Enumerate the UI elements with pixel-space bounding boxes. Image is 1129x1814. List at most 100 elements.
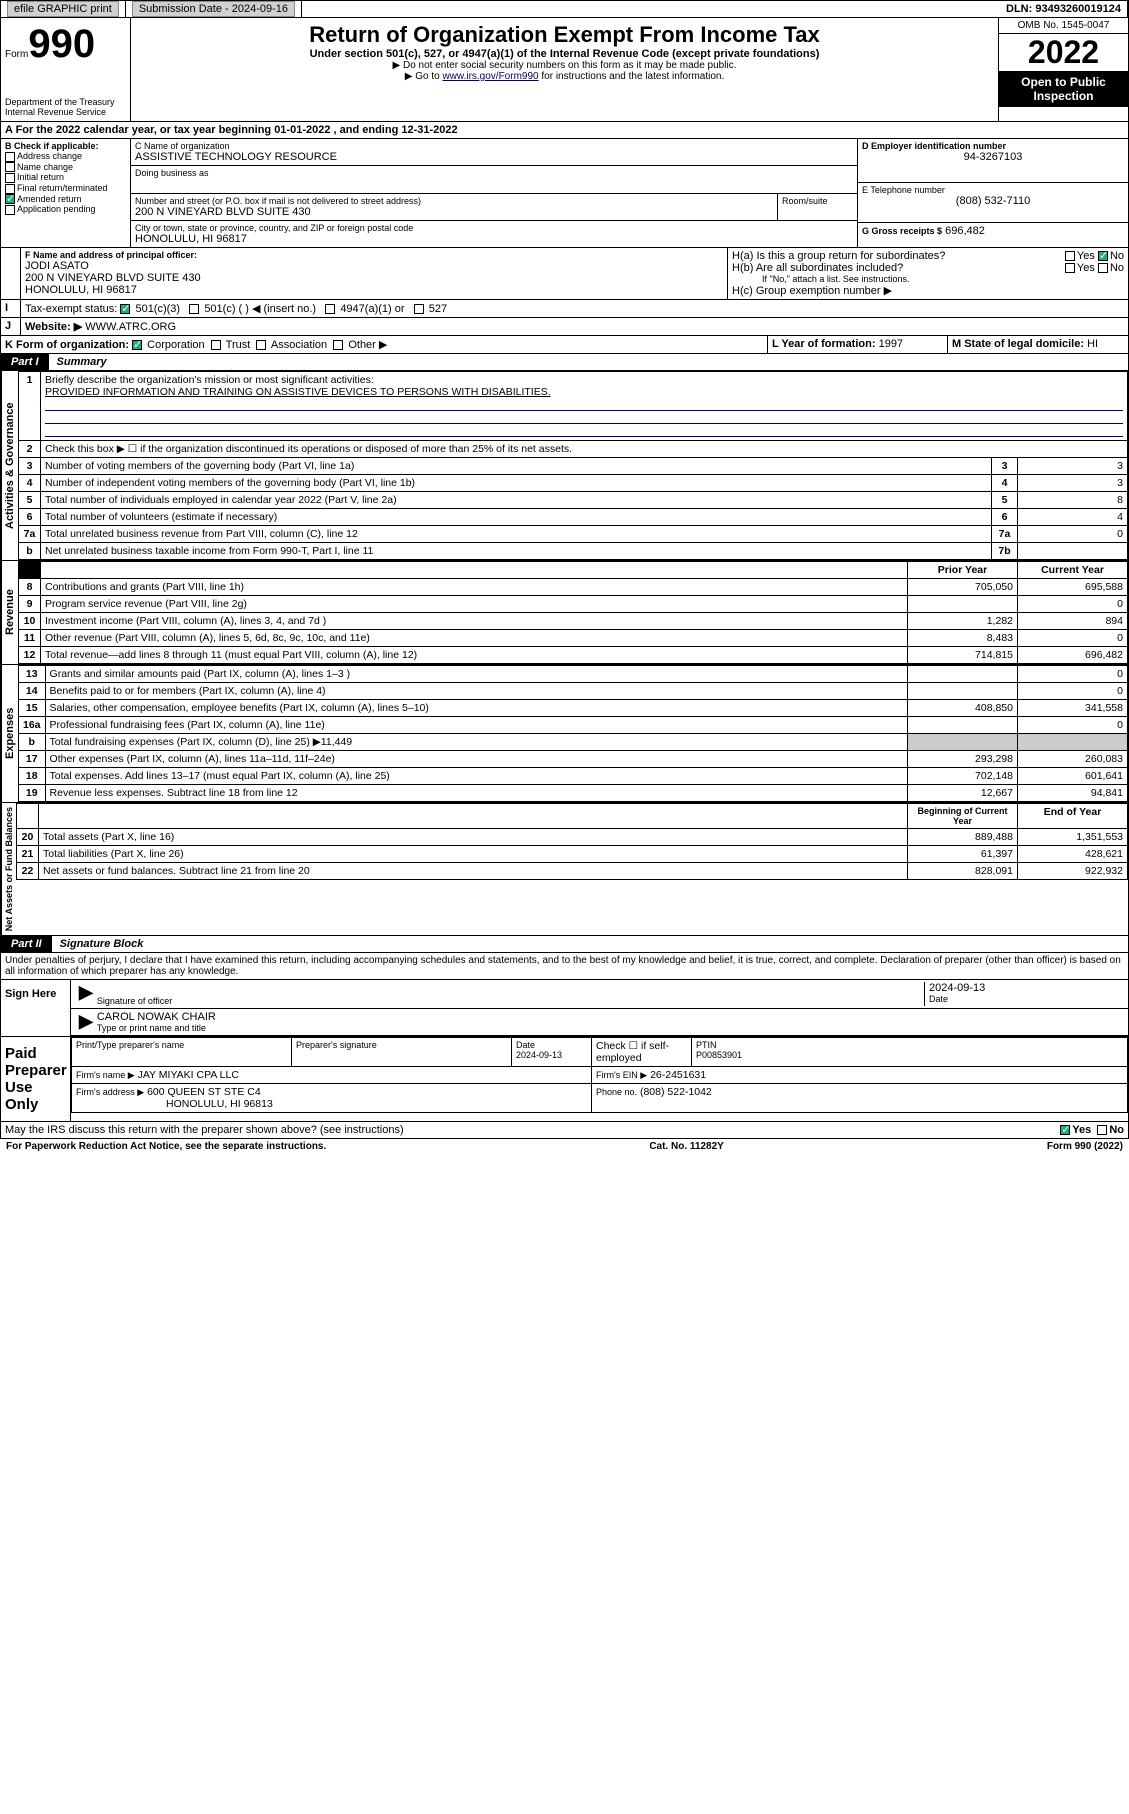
i-label: Tax-exempt status: <box>25 303 117 315</box>
domicile: HI <box>1087 338 1098 350</box>
name-label: Type or print name and title <box>97 1023 1124 1033</box>
cb-discuss-yes[interactable] <box>1060 1125 1070 1135</box>
paid-label: Paid Preparer Use Only <box>1 1037 71 1121</box>
city-label: City or town, state or province, country… <box>135 223 853 233</box>
expenses-section: Expenses 13Grants and similar amounts pa… <box>0 665 1129 803</box>
d-label: D Employer identification number <box>862 141 1124 151</box>
cb-trust[interactable] <box>211 340 221 350</box>
cb-527[interactable] <box>414 304 424 314</box>
cb-hb-yes[interactable] <box>1065 263 1075 273</box>
firm-ein-label: Firm's EIN ▶ <box>596 1070 647 1080</box>
b-header: B Check if applicable: <box>5 141 126 151</box>
firm-phone-label: Phone no. <box>596 1087 637 1097</box>
ptin-label: PTIN <box>696 1040 1123 1050</box>
m-label: M State of legal domicile: <box>952 338 1084 350</box>
sign-here-label: Sign Here <box>1 980 71 1036</box>
dln: DLN: 93493260019124 <box>1000 1 1128 17</box>
inspection-label: Open to Public Inspection <box>999 71 1128 107</box>
firm-phone: (808) 522-1042 <box>640 1086 712 1098</box>
cb-4947[interactable] <box>325 304 335 314</box>
c-label: C Name of organization <box>135 141 853 151</box>
phone: (808) 532-7110 <box>862 195 1124 207</box>
hb-label: H(b) Are all subordinates included? <box>732 262 903 274</box>
officer-city: HONOLULU, HI 96817 <box>25 284 723 296</box>
year-formation: 1997 <box>879 338 903 350</box>
cb-ha-no[interactable] <box>1098 251 1108 261</box>
sign-arrow-icon: ▶ <box>75 982 97 1006</box>
discuss-q: May the IRS discuss this return with the… <box>5 1124 404 1136</box>
paid-preparer-section: Paid Preparer Use Only Print/Type prepar… <box>0 1037 1129 1122</box>
org-address: 200 N VINEYARD BLVD SUITE 430 <box>135 206 773 218</box>
form-number: 990 <box>28 22 95 66</box>
tax-year: 2022 <box>999 34 1128 71</box>
firm-addr: 600 QUEEN ST STE C4 <box>147 1086 261 1098</box>
revenue-section: Revenue Prior YearCurrent Year 8Contribu… <box>0 561 1129 665</box>
part2-tag: Part II <box>1 936 52 952</box>
beg-year-hdr: Beginning of Current Year <box>908 804 1018 829</box>
net-label: Net Assets or Fund Balances <box>1 803 16 935</box>
irs-link[interactable]: www.irs.gov/Form990 <box>442 71 538 82</box>
footer: For Paperwork Reduction Act Notice, see … <box>0 1139 1129 1154</box>
governance-section: Activities & Governance 1 Briefly descri… <box>0 371 1129 561</box>
firm-name: JAY MIYAKI CPA LLC <box>138 1069 239 1081</box>
part1-title: Summary <box>49 354 115 370</box>
ptin: P00853901 <box>696 1050 1123 1060</box>
hb-note: If "No," attach a list. See instructions… <box>732 274 1124 284</box>
cb-discuss-no[interactable] <box>1097 1125 1107 1135</box>
efile-btn[interactable]: efile GRAPHIC print <box>7 1 119 17</box>
omb-number: OMB No. 1545-0047 <box>999 18 1128 34</box>
cb-address[interactable] <box>5 152 15 162</box>
f-label: F Name and address of principal officer: <box>25 250 723 260</box>
part2-title: Signature Block <box>52 936 152 952</box>
firm-name-label: Firm's name ▶ <box>76 1070 135 1080</box>
irs-label: Internal Revenue Service <box>5 107 126 117</box>
sign-date: 2024-09-13 <box>929 982 1124 994</box>
prior-year-hdr: Prior Year <box>908 562 1018 579</box>
name-arrow-icon: ▶ <box>75 1011 97 1033</box>
mission-label: Briefly describe the organization's miss… <box>45 374 1123 386</box>
cb-other[interactable] <box>333 340 343 350</box>
firm-ein: 26-2451631 <box>650 1069 706 1081</box>
j-label: Website: ▶ <box>25 321 82 333</box>
officer-name-title: CAROL NOWAK CHAIR <box>97 1011 1124 1023</box>
cb-hb-no[interactable] <box>1098 263 1108 273</box>
cb-501c[interactable] <box>189 304 199 314</box>
prep-sig-label: Preparer's signature <box>296 1040 507 1050</box>
cb-assoc[interactable] <box>256 340 266 350</box>
goto-prefix: ▶ Go to <box>405 71 440 82</box>
cb-name[interactable] <box>5 162 15 172</box>
room-label: Room/suite <box>782 196 853 206</box>
prep-date-label: Date <box>516 1040 587 1050</box>
website: WWW.ATRC.ORG <box>85 321 176 333</box>
firm-addr-label: Firm's address ▶ <box>76 1087 144 1097</box>
netassets-section: Net Assets or Fund Balances Beginning of… <box>0 803 1129 936</box>
form-header: Form990 Department of the Treasury Inter… <box>0 18 1129 122</box>
self-emp-label: Check ☐ if self-employed <box>592 1038 692 1067</box>
rev-label: Revenue <box>1 561 18 664</box>
gov-label: Activities & Governance <box>1 371 18 560</box>
cb-501c3[interactable] <box>120 304 130 314</box>
form-title: Return of Organization Exempt From Incom… <box>135 22 994 48</box>
exp-label: Expenses <box>1 665 18 802</box>
addr-label: Number and street (or P.O. box if mail i… <box>135 196 773 206</box>
gross-receipts: 696,482 <box>945 225 985 237</box>
mission-text: PROVIDED INFORMATION AND TRAINING ON ASS… <box>45 386 1123 398</box>
cb-initial[interactable] <box>5 173 15 183</box>
ha-label: H(a) Is this a group return for subordin… <box>732 250 945 262</box>
cb-ha-yes[interactable] <box>1065 251 1075 261</box>
cb-pending[interactable] <box>5 205 15 215</box>
cb-amended[interactable] <box>5 194 15 204</box>
cb-corp[interactable] <box>132 340 142 350</box>
officer-name: JODI ASATO <box>25 260 723 272</box>
part1-header: Part I Summary <box>0 354 1129 371</box>
prep-name-label: Print/Type preparer's name <box>76 1040 287 1050</box>
form-note1: ▶ Do not enter social security numbers o… <box>135 60 994 71</box>
form-footer: Form 990 (2022) <box>1047 1141 1123 1152</box>
part2-header: Part II Signature Block <box>0 936 1129 953</box>
form-label: Form <box>5 49 28 60</box>
date-label: Date <box>929 994 1124 1004</box>
line-i: I Tax-exempt status: 501(c)(3) 501(c) ( … <box>0 300 1129 318</box>
dba-label: Doing business as <box>135 168 853 178</box>
sign-here-section: Sign Here ▶ Signature of officer 2024-09… <box>0 980 1129 1037</box>
officer-addr: 200 N VINEYARD BLVD SUITE 430 <box>25 272 723 284</box>
